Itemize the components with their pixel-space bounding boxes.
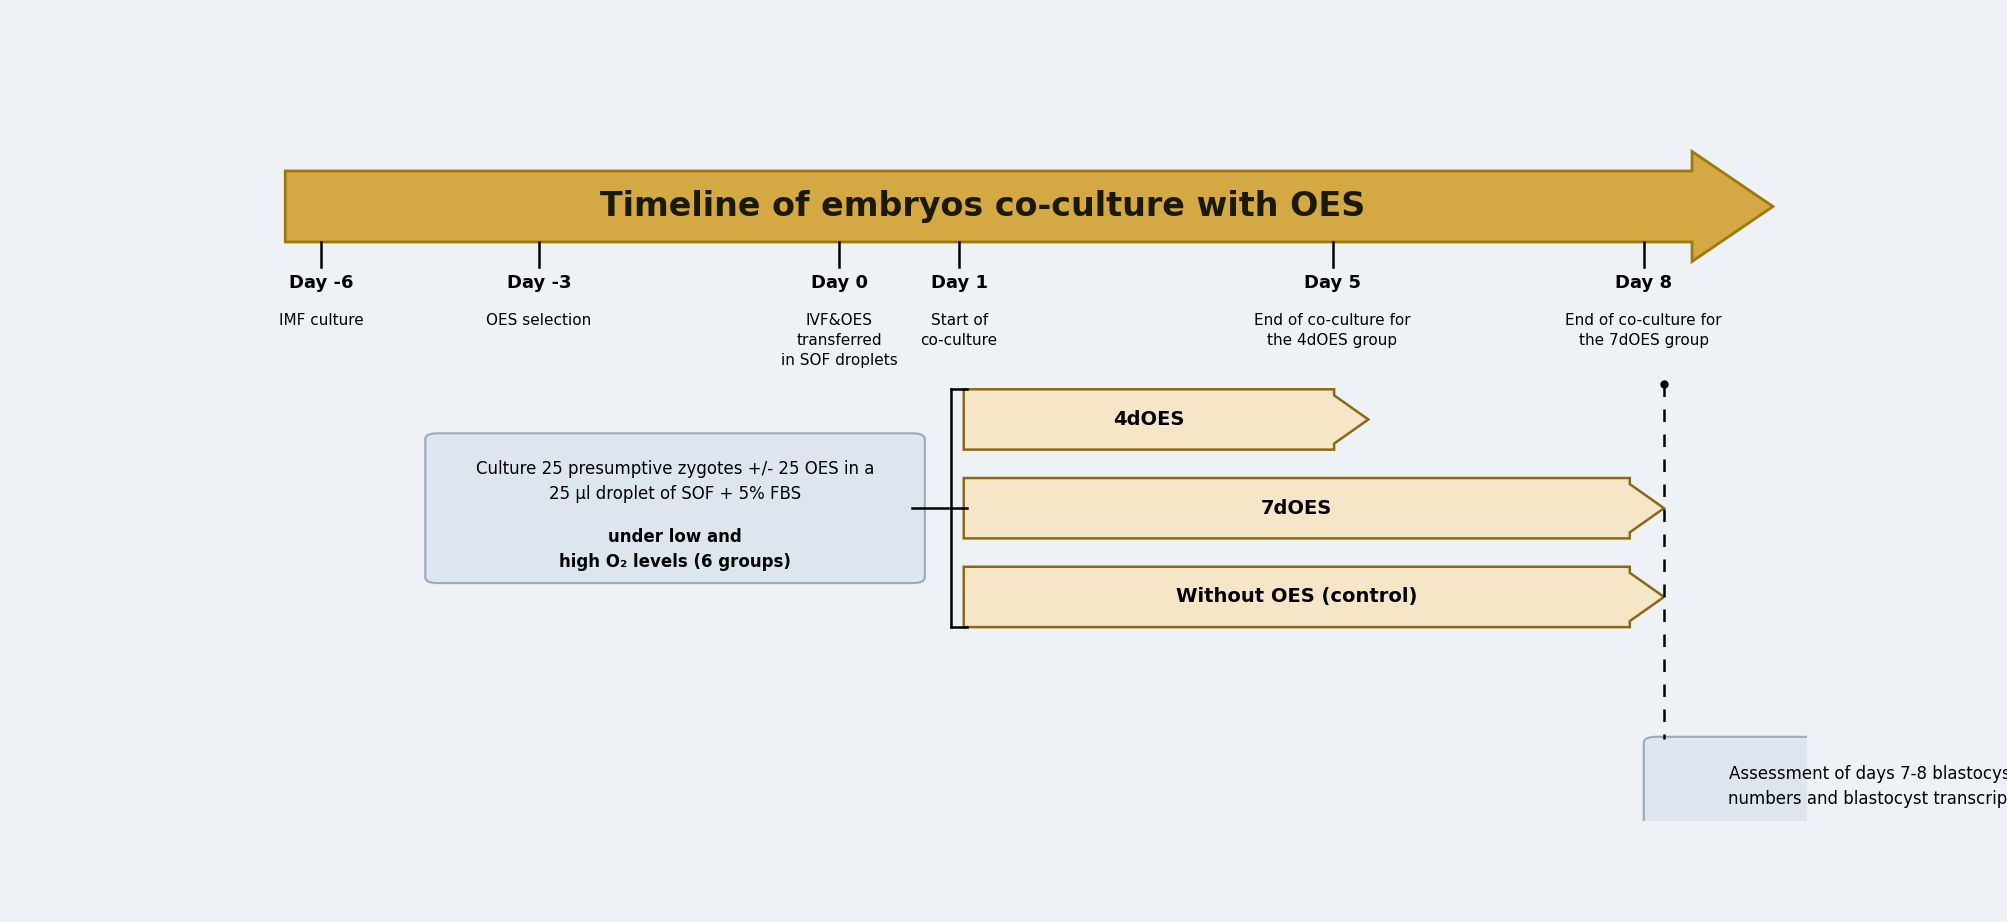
Polygon shape (285, 151, 1772, 262)
FancyBboxPatch shape (425, 433, 925, 583)
FancyBboxPatch shape (1644, 737, 2007, 837)
Text: Day 5: Day 5 (1303, 274, 1361, 292)
Text: IMF culture: IMF culture (279, 313, 363, 328)
Text: Culture 25 presumptive zygotes +/- 25 OES in a
25 μl droplet of SOF + 5% FBS: Culture 25 presumptive zygotes +/- 25 OE… (476, 460, 873, 502)
Text: under low and
high O₂ levels (6 groups): under low and high O₂ levels (6 groups) (558, 528, 791, 571)
Text: Start of
co-culture: Start of co-culture (919, 313, 997, 348)
Text: End of co-culture for
the 4dOES group: End of co-culture for the 4dOES group (1254, 313, 1411, 348)
Text: Day -3: Day -3 (506, 274, 570, 292)
Text: Timeline of embryos co-culture with OES: Timeline of embryos co-culture with OES (600, 190, 1365, 223)
Text: Day -6: Day -6 (289, 274, 353, 292)
Polygon shape (963, 567, 1664, 627)
Polygon shape (963, 389, 1367, 450)
Text: 4dOES: 4dOES (1112, 410, 1184, 429)
Text: Assessment of days 7-8 blastocyst cell
numbers and blastocyst transcriptome: Assessment of days 7-8 blastocyst cell n… (1728, 765, 2007, 809)
Text: Day 1: Day 1 (929, 274, 987, 292)
Text: Day 8: Day 8 (1614, 274, 1672, 292)
Text: IVF&OES
transferred
in SOF droplets: IVF&OES transferred in SOF droplets (781, 313, 897, 368)
Text: Day 0: Day 0 (811, 274, 867, 292)
Text: Without OES (control): Without OES (control) (1176, 587, 1417, 607)
Text: 7dOES: 7dOES (1260, 499, 1333, 518)
Text: OES selection: OES selection (486, 313, 592, 328)
Polygon shape (963, 478, 1664, 538)
Text: End of co-culture for
the 7dOES group: End of co-culture for the 7dOES group (1565, 313, 1722, 348)
